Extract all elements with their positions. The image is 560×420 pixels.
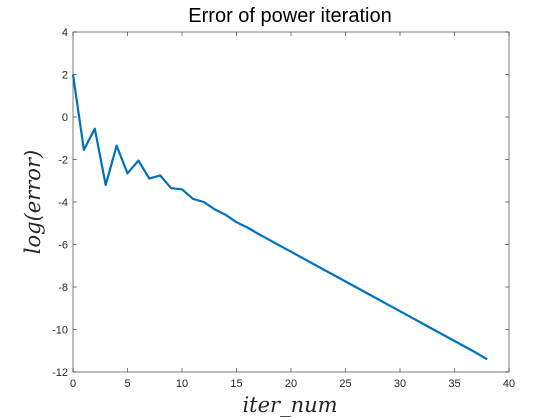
x-tick-label: 0 bbox=[70, 378, 76, 390]
plot-area bbox=[72, 31, 510, 373]
y-tick-label: -12 bbox=[52, 367, 68, 379]
x-tick-label: 35 bbox=[448, 378, 460, 390]
y-axis: 4 2 0 -2 -4 -6 -8 -10 -12 bbox=[52, 27, 509, 379]
series-line bbox=[71, 74, 488, 361]
y-tick-label: 2 bbox=[62, 70, 68, 82]
y-tick-label: 0 bbox=[62, 112, 68, 124]
x-tick-label: 5 bbox=[124, 378, 130, 390]
y-tick-label: -8 bbox=[58, 282, 68, 294]
chart-title: Error of power iteration bbox=[188, 5, 391, 27]
x-tick-label: 20 bbox=[285, 378, 297, 390]
x-tick-label: 30 bbox=[394, 378, 406, 390]
y-axis-label: log(error) bbox=[21, 150, 45, 254]
x-tick-label: 15 bbox=[230, 378, 242, 390]
x-axis: 0 5 10 15 20 25 30 35 40 bbox=[70, 32, 515, 390]
x-axis-label: iter_num bbox=[242, 393, 337, 417]
y-tick-label: 4 bbox=[62, 27, 68, 39]
x-tick-label: 10 bbox=[176, 378, 188, 390]
x-tick-label: 40 bbox=[503, 378, 515, 390]
y-tick-label: -4 bbox=[58, 197, 68, 209]
y-tick-label: -10 bbox=[52, 325, 68, 337]
y-tick-label: -6 bbox=[58, 240, 68, 252]
x-tick-label: 25 bbox=[339, 378, 351, 390]
y-tick-label: -2 bbox=[58, 155, 68, 167]
